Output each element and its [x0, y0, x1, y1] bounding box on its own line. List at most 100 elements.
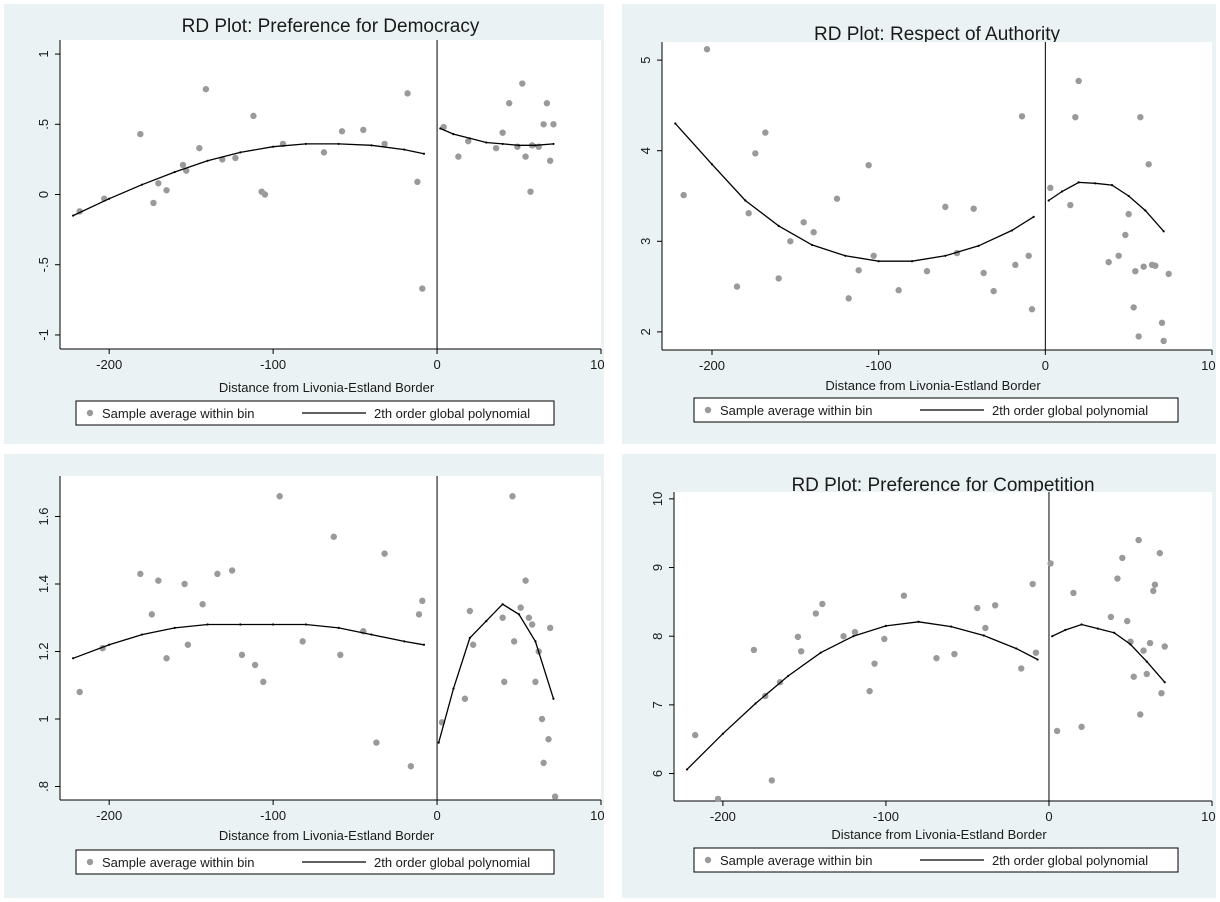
fit-point [1047, 199, 1050, 202]
fit-point [468, 636, 471, 640]
data-point [870, 252, 877, 259]
data-point [1151, 581, 1159, 588]
data-point [199, 601, 206, 608]
x-tick-label: -200 [699, 358, 725, 373]
fit-point [1015, 647, 1018, 650]
data-point [532, 678, 539, 686]
x-tick-label: 100 [1201, 809, 1216, 824]
data-point [550, 121, 557, 128]
y-tick-label: 7 [650, 701, 665, 708]
data-point [1070, 589, 1077, 597]
data-point [509, 493, 516, 500]
legend-label-fit: 2th order global polynomial [992, 403, 1148, 418]
fit-point [108, 197, 111, 200]
fit-point [108, 643, 111, 646]
legend-marker-points [86, 858, 94, 866]
fit-point [1080, 623, 1083, 626]
data-point [466, 607, 474, 615]
data-point [1125, 210, 1132, 218]
fit-point [754, 702, 757, 705]
data-point [1161, 643, 1168, 650]
data-point [250, 112, 257, 120]
fit-point [517, 613, 521, 616]
data-point [538, 715, 546, 723]
data-point [865, 162, 872, 169]
plot-area [60, 476, 601, 800]
y-tick-label: 10 [650, 492, 665, 506]
x-tick-label: -100 [260, 808, 286, 823]
fit-point [206, 623, 209, 626]
fit-point [777, 224, 780, 227]
data-point [522, 153, 529, 160]
fit-point [552, 142, 555, 146]
data-point [851, 628, 859, 636]
y-tick-label: 3 [638, 238, 653, 245]
x-tick-label: 100 [1201, 358, 1216, 373]
data-point [1143, 670, 1150, 678]
legend-label-fit: 2th order global polynomial [992, 853, 1148, 868]
data-point [469, 641, 477, 648]
data-point [214, 570, 221, 578]
data-point [1135, 536, 1142, 544]
data-point [745, 210, 752, 217]
y-tick-label: 1.2 [36, 642, 51, 660]
fit-point [787, 674, 790, 678]
data-point [179, 161, 187, 169]
fit-point [1110, 184, 1114, 187]
data-point [337, 651, 344, 659]
x-tick-label: 0 [1045, 809, 1052, 824]
fit-point [877, 260, 880, 263]
y-tick-label: -.5 [36, 257, 51, 272]
y-tick-label: 1.4 [36, 575, 51, 593]
data-point [276, 493, 283, 500]
data-point [1137, 711, 1144, 718]
data-point [528, 621, 536, 628]
data-point [991, 602, 999, 609]
data-point [499, 129, 506, 136]
y-tick-label: 1 [36, 50, 51, 57]
fit-point [552, 697, 555, 700]
x-axis-label: Distance from Livonia-Estland Border [831, 827, 1047, 842]
fit-point [452, 133, 455, 136]
data-point [1018, 665, 1025, 672]
x-axis-label: Distance from Livonia-Estland Border [219, 380, 435, 395]
data-point [974, 604, 981, 612]
y-tick-label: -1 [36, 329, 51, 341]
data-point [1032, 649, 1040, 656]
y-tick-label: 8 [650, 633, 665, 640]
fit-point [485, 141, 488, 144]
data-point [202, 85, 210, 93]
x-tick-label: -100 [873, 809, 899, 824]
plot-area [60, 40, 601, 349]
data-point [1124, 617, 1131, 625]
data-point [1028, 306, 1036, 313]
fit-point [206, 159, 209, 162]
plot-area [674, 492, 1212, 801]
data-point [1047, 184, 1054, 192]
fit-line-left [72, 623, 425, 659]
fit-point [1051, 635, 1054, 638]
fit-line-right [440, 127, 554, 146]
fit-point [272, 145, 275, 148]
fit-point [1036, 658, 1039, 661]
fit-point [304, 142, 308, 146]
data-point [522, 577, 529, 584]
data-point [1132, 267, 1139, 275]
data-point [714, 795, 722, 803]
fit-line-right [1048, 181, 1165, 232]
x-tick-label: 0 [433, 357, 440, 372]
data-point [1115, 252, 1122, 259]
data-point [1146, 639, 1154, 647]
data-point [982, 624, 989, 632]
data-point [1152, 262, 1159, 269]
fit-point [439, 127, 442, 130]
fit-line-left [686, 621, 1038, 770]
data-point [980, 269, 987, 277]
legend-label-points: Sample average within bin [720, 853, 872, 868]
data-point [833, 195, 841, 202]
data-point [540, 759, 547, 767]
fit-point [910, 260, 914, 263]
fit-line-right [438, 603, 555, 743]
fit-point [1113, 631, 1116, 634]
data-point [455, 153, 462, 160]
